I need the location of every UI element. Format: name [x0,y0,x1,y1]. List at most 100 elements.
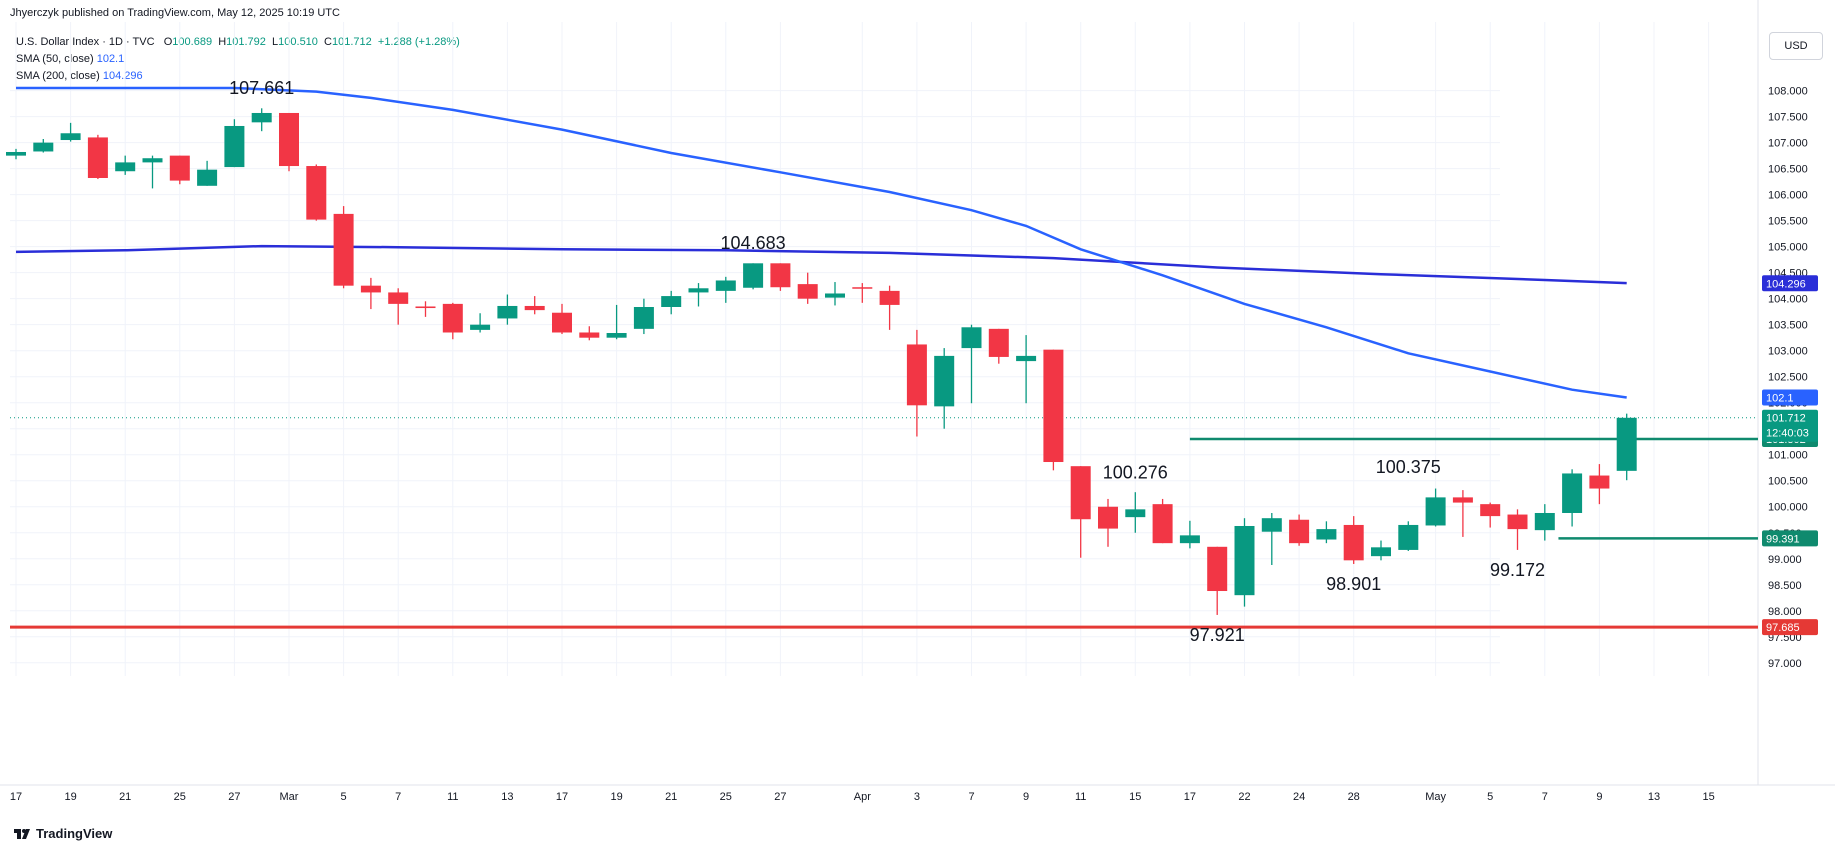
sma200-line[interactable] [15,244,1627,285]
candle-body[interactable] [442,303,463,333]
candle-body[interactable] [306,166,327,220]
currency-button[interactable]: USD [1769,32,1823,60]
x-tick-label: 15 [1129,791,1141,803]
y-tick-label: 100.000 [1768,502,1808,514]
candle-body[interactable] [552,312,572,333]
candle-body[interactable] [279,112,299,167]
candle-body[interactable] [1016,355,1037,362]
candle-body[interactable] [1043,349,1064,463]
candle-body[interactable] [224,125,245,168]
y-tick-label: 107.500 [1768,112,1808,124]
x-tick-label: 5 [1487,791,1493,803]
candle-body[interactable] [197,169,218,186]
candle-body[interactable] [797,284,818,299]
candle-body[interactable] [934,355,955,407]
candle-body[interactable] [688,288,709,293]
candle-body[interactable] [360,285,381,293]
candle-body[interactable] [169,155,190,181]
y-tick-label: 108.000 [1768,86,1808,98]
candle-body[interactable] [1261,518,1282,532]
candle-body[interactable] [988,328,1009,357]
candle-body[interactable] [1070,466,1091,520]
candle-body[interactable] [1125,509,1146,518]
candle-body[interactable] [33,142,54,152]
candle-body[interactable] [743,263,764,288]
candle-body[interactable] [1480,504,1501,517]
candle-body[interactable] [1562,473,1583,513]
candle-body[interactable] [1589,475,1610,489]
price-tag-bg [1762,389,1818,406]
x-tick-label: 25 [720,791,732,803]
candle-body[interactable] [497,305,518,319]
tradingview-footer[interactable]: TradingView [14,826,112,841]
candle-body[interactable] [251,112,272,123]
candle-body[interactable] [60,133,81,141]
x-tick-label: 27 [774,791,786,803]
candle-body[interactable] [825,293,845,298]
x-tick-label: 7 [395,791,401,803]
candle-body[interactable] [1425,497,1446,526]
x-tick-label: Apr [854,791,871,803]
candle-body[interactable] [1452,497,1473,503]
candle-body[interactable] [1234,525,1255,596]
price-tag: 102.1 [1766,393,1794,405]
candle-body[interactable] [1179,535,1200,544]
candle-body[interactable] [661,296,682,308]
candle-body[interactable] [6,151,26,156]
price-tag: 97.685 [1766,622,1800,634]
candle-body[interactable] [1343,524,1364,561]
candle-body[interactable] [1616,417,1637,471]
x-tick-label: 27 [228,791,240,803]
candle-body[interactable] [606,333,627,338]
candle-body[interactable] [852,287,873,289]
candle-body[interactable] [579,332,600,338]
price-annotation: 98.901 [1326,574,1381,594]
x-tick-label: 9 [1596,791,1602,803]
close-value: 101.712 [332,36,372,48]
open-label: O [163,36,173,48]
sma200-legend[interactable]: SMA (200, close) 104.296 [16,68,460,85]
x-tick-label: 19 [610,791,622,803]
candle-body[interactable] [1507,514,1528,530]
price-annotation: 99.172 [1490,560,1545,580]
last-price-tag: 101.712 [1766,413,1806,425]
x-tick-label: 21 [665,791,677,803]
candle-body[interactable] [142,158,163,163]
close-label: C [324,36,332,48]
candle-body[interactable] [879,290,900,305]
candle-body[interactable] [470,324,491,330]
candle-body[interactable] [906,344,927,406]
candle-body[interactable] [333,213,354,286]
symbol-title[interactable]: U.S. Dollar Index · 1D · TVC [16,36,155,48]
candle-body[interactable] [524,305,545,311]
candle-body[interactable] [770,263,791,288]
candle-body[interactable] [1316,529,1337,540]
x-tick-label: Mar [280,791,299,803]
candle-body[interactable] [415,306,436,309]
x-tick-label: 5 [341,791,347,803]
y-tick-label: 100.500 [1768,476,1808,488]
candle-body[interactable] [388,292,409,304]
y-tick-label: 102.500 [1768,372,1808,384]
candle-body[interactable] [715,280,736,291]
candle-body[interactable] [1289,519,1310,544]
x-tick-label: 11 [1075,791,1086,803]
candle-body[interactable] [1371,547,1391,557]
candle-body[interactable] [633,307,654,329]
candle-body[interactable] [1398,524,1419,550]
candle-body[interactable] [961,327,982,349]
sma50-legend[interactable]: SMA (50, close) 102.1 [16,51,460,68]
candle-body[interactable] [1207,546,1228,592]
x-tick-label: 11 [447,791,458,803]
candle-body[interactable] [87,137,108,178]
candle-body[interactable] [115,162,136,172]
candle-body[interactable] [1534,512,1555,531]
x-tick-label: 28 [1348,791,1360,803]
sma50-line[interactable] [16,86,1627,399]
candle-body[interactable] [1098,506,1118,529]
y-tick-label: 98.500 [1768,580,1802,592]
y-tick-label: 103.500 [1768,320,1808,332]
price-annotation: 104.683 [721,233,786,253]
candle-body[interactable] [1152,504,1173,544]
